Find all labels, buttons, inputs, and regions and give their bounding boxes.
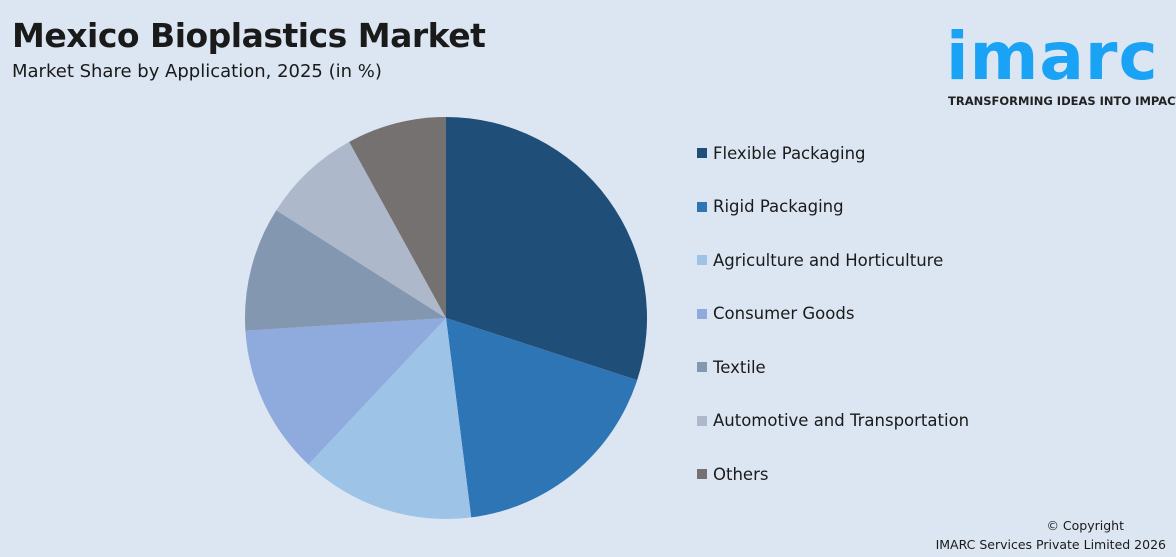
pie-slice-textile — [245, 210, 446, 331]
legend-item: Flexible Packaging — [697, 142, 866, 164]
copyright-label: © Copyright — [1046, 518, 1124, 533]
legend-label: Consumer Goods — [713, 304, 855, 323]
pie-slice-consumer-goods — [245, 318, 446, 465]
logo-tagline: TRANSFORMING IDEAS INTO IMPACT — [948, 94, 1176, 108]
legend-swatch — [697, 201, 707, 212]
legend-item: Consumer Goods — [697, 303, 854, 325]
legend-swatch — [697, 415, 707, 426]
legend-swatch — [697, 469, 707, 479]
legend-item: Automotive and Transportation — [697, 410, 969, 432]
legend-swatch — [697, 362, 707, 372]
legend-label: Others — [713, 464, 769, 484]
legend-swatch — [697, 255, 707, 265]
pie-slice-others — [349, 117, 446, 318]
chart-subtitle: Market Share by Application, 2025 (in %) — [12, 61, 382, 82]
legend-item: Rigid Packaging — [697, 196, 844, 218]
copyright: © Copyright IMARC Services Private Limit… — [936, 516, 1166, 554]
legend-swatch — [697, 148, 707, 158]
copyright-company: IMARC Services Private Limited 2026 — [935, 537, 1166, 552]
imarc-logo: imarc TRANSFORMING IDEAS INTO IMPACT — [946, 10, 1176, 110]
legend-label: Rigid Packaging — [713, 197, 844, 216]
legend-label: Textile — [713, 357, 766, 377]
legend-label: Automotive and Transportation — [713, 411, 970, 430]
legend-item: Agriculture and Horticulture — [697, 249, 943, 271]
pie-slice-agriculture-and-horticulture — [308, 318, 472, 519]
legend-item: Others — [697, 463, 768, 485]
logo-wordmark: imarc — [946, 18, 1159, 95]
pie-slice-rigid-packaging — [446, 318, 638, 518]
chart-title: Mexico Bioplastics Market — [12, 16, 486, 55]
legend-swatch — [697, 308, 707, 319]
legend-item: Textile — [697, 356, 766, 378]
pie-slice-automotive-and-transportation — [276, 141, 446, 318]
pie-slice-flexible-packaging — [446, 117, 647, 381]
legend-label: Flexible Packaging — [713, 143, 866, 163]
legend-label: Agriculture and Horticulture — [713, 250, 944, 270]
